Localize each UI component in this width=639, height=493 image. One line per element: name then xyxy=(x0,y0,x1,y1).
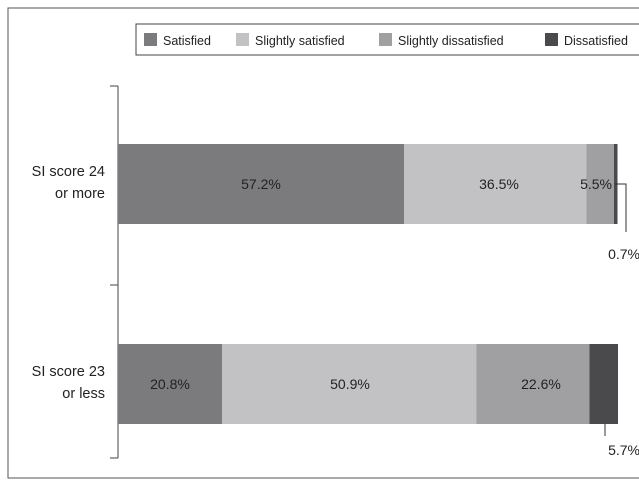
bar-segment-r1-s3 xyxy=(589,344,618,424)
data-label-r1-s1: 50.9% xyxy=(330,376,370,392)
bars: 57.2% 36.5% 5.5% 0.7% 20.8% 50.9% 22.6% 5.7% xyxy=(118,144,639,458)
category-label-1-line-1: or less xyxy=(62,386,105,402)
bar-segment-r1-s1 xyxy=(222,344,477,424)
plot-frame xyxy=(7,7,639,479)
legend-swatch-1 xyxy=(236,33,249,46)
legend-swatch-2 xyxy=(379,33,392,46)
bar-segment-r1-s0 xyxy=(118,344,222,424)
bar-segment-r0-s1 xyxy=(404,144,587,224)
legend: Satisfied Slightly satisfied Slightly diss… xyxy=(144,33,628,48)
legend-swatch-3 xyxy=(545,33,558,46)
data-label-r0-s0: 57.2% xyxy=(241,176,281,192)
legend-label-1: Slightly satisfied xyxy=(255,34,345,48)
data-label-r1-s2: 22.6% xyxy=(521,376,561,392)
category-label-1-line-0: SI score 23 xyxy=(32,364,105,380)
data-label-r1-s3: 5.7% xyxy=(608,442,639,458)
bar-segment-r0-s2 xyxy=(586,144,614,224)
leader-line-r0 xyxy=(615,183,627,232)
data-label-r0-s3: 0.7% xyxy=(608,246,639,262)
category-label-0-line-1: or more xyxy=(55,186,105,202)
bar-segment-r0-s0 xyxy=(118,144,404,224)
legend-label-2: Slightly dissatisfied xyxy=(398,34,504,48)
category-label-0-line-0: SI score 24 xyxy=(32,164,105,180)
data-label-r0-s1: 36.5% xyxy=(479,176,519,192)
legend-swatch-0 xyxy=(144,33,157,46)
category-labels: SI score 24 or more SI score 23 or less xyxy=(32,164,105,402)
data-label-r1-s0: 20.8% xyxy=(150,376,190,392)
data-label-r0-s2: 5.5% xyxy=(580,176,612,192)
legend-label-0: Satisfied xyxy=(163,34,211,48)
legend-label-3: Dissatisfied xyxy=(564,34,628,48)
bar-segment-r1-s2 xyxy=(476,344,590,424)
